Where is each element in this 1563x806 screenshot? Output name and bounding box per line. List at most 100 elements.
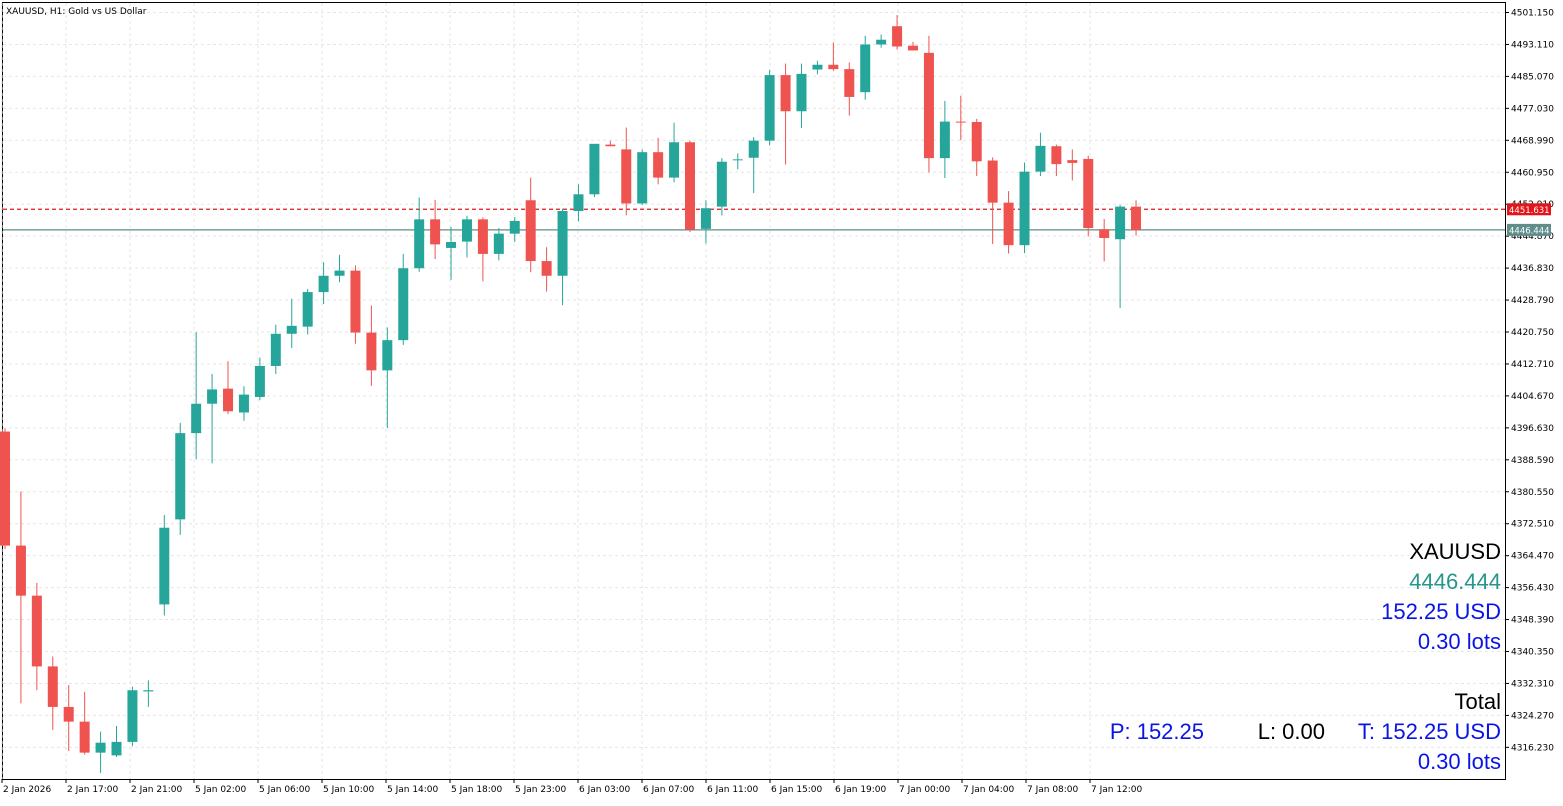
candle-bull [1035,145,1046,172]
y-tick-label: 4477.030 [1511,104,1554,114]
y-tick-label: 4332.310 [1511,679,1554,689]
candle-bull [748,140,759,158]
candle-bear [605,144,616,147]
y-tick-label: 4340.350 [1511,648,1554,658]
candle-bull [111,741,122,756]
candle-bull [493,233,504,254]
y-tick-label: 4444.870 [1511,232,1554,242]
y-tick-label: 4348.390 [1511,616,1554,626]
candle-bear [892,26,903,47]
candle-bull [876,39,887,45]
y-axis: 4501.150 4493.110 4485.070 4477.030 4468.990… [1505,9,1554,753]
x-tick-label: 2 Jan 17:00 [67,785,119,795]
y-tick-label: 4324.270 [1511,711,1554,721]
candle-bear [1083,158,1094,229]
candle-bull [414,219,425,269]
candle-bear [31,595,42,667]
candle-bull [95,742,106,753]
candle-bear [828,64,839,70]
x-tick-label: 7 Jan 08:00 [1027,785,1079,795]
candle-bull [334,270,345,276]
candle-bear [47,666,58,707]
x-tick-label: 7 Jan 12:00 [1091,785,1143,795]
candles [0,15,1142,773]
plot-border [2,2,1506,780]
overlay-total-label: Total [1454,689,1501,714]
overlay-symbol: XAUUSD [1409,539,1501,564]
candle-bull [860,44,871,93]
y-tick-label: 4460.950 [1511,168,1554,178]
candle-bull [812,64,823,70]
price-line-label-bg [1507,223,1551,236]
candle-bear [1099,229,1110,239]
candle-bull [1019,171,1030,246]
candle-bull [939,121,950,159]
candle-bull [446,241,457,248]
y-tick-label: 4364.470 [1511,552,1554,562]
y-tick-label: 4428.790 [1511,296,1554,306]
candle-bull [382,340,393,371]
x-tick-label: 5 Jan 18:00 [451,785,503,795]
candle-bear [79,721,90,753]
candle-bear [780,75,791,112]
x-tick-label: 6 Jan 03:00 [579,785,631,795]
y-tick-label: 4404.670 [1511,392,1554,402]
y-tick-label: 4316.230 [1511,743,1554,753]
candle-bear [541,261,552,276]
candle-bull [557,210,568,276]
y-tick-label: 4493.110 [1511,40,1554,50]
x-tick-label: 5 Jan 02:00 [195,785,247,795]
candle-bull [1115,206,1126,240]
candle-bear [366,332,377,371]
candle-bear [1067,160,1078,163]
candle-bear [63,706,74,722]
y-tick-label: 4396.630 [1511,424,1554,434]
overlay-total-t: T: 152.25 USD [1357,719,1501,744]
x-tick-label: 2 Jan 21:00 [131,785,183,795]
candle-bear [908,45,919,51]
candle-bull [732,159,743,161]
candle-bull [764,75,775,141]
candle-bull [700,208,711,229]
x-tick-label: 2 Jan 2026 [3,785,51,795]
y-tick-label: 4468.990 [1511,136,1554,146]
candle-bear [923,52,934,159]
y-tick-label: 4388.590 [1511,456,1554,466]
candle-bull [254,365,265,397]
price-line-label: 4451.631 [1509,206,1550,216]
price-line-label-bg [1507,203,1551,216]
candle-bear [350,270,361,333]
x-tick-label: 6 Jan 15:00 [771,785,823,795]
candle-bull [398,268,409,341]
candle-bear [15,545,26,596]
candle-bear [844,69,855,97]
candle-bull [669,142,680,178]
x-tick-label: 6 Jan 19:00 [835,785,887,795]
candle-bear [971,121,982,162]
candle-bull [637,152,648,204]
candle-bull [270,333,281,366]
x-tick-label: 6 Jan 11:00 [707,785,759,795]
candle-bull [207,389,218,404]
candle-bear [223,388,234,412]
x-tick-label: 5 Jan 10:00 [323,785,375,795]
candle-bull [159,527,170,605]
candle-bear [430,219,441,245]
candle-bull [509,220,520,234]
y-tick-label: 4372.510 [1511,520,1554,530]
x-tick-label: 5 Jan 14:00 [387,785,439,795]
candle-bull [461,219,472,242]
candle-bull [143,690,154,692]
candle-bear [477,219,488,254]
candle-bear [525,200,536,262]
candle-bull [238,394,249,413]
y-tick-label: 4356.430 [1511,584,1554,594]
overlay-lots: 0.30 lots [1417,629,1501,654]
candle-bull [286,325,297,334]
y-tick-label: 4501.150 [1511,9,1554,19]
candle-bull [127,690,138,742]
candle-bull [589,143,600,195]
y-tick-label: 4485.070 [1511,72,1554,82]
